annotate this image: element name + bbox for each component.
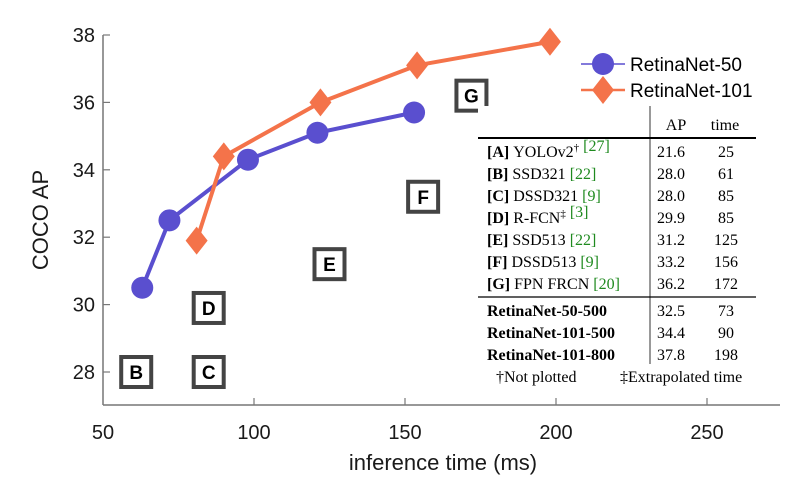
table-retinanet-method: RetinaNet-101-500 bbox=[487, 325, 615, 342]
legend-marker-circle bbox=[592, 53, 614, 75]
data-point-retinanet-101 bbox=[309, 88, 332, 117]
table-retinanet-time: 198 bbox=[714, 347, 738, 364]
method-box-b bbox=[119, 355, 154, 389]
method-box-label: C bbox=[202, 363, 216, 384]
table-row-method: [A] YOLOv2† [27] bbox=[487, 138, 610, 161]
comparison-table: AP time [A] YOLOv2† [27] 21.6 25 [B] SSD321 [… bbox=[478, 106, 778, 392]
table-row-ap: 31.2 bbox=[657, 232, 685, 249]
data-point-retinanet-101 bbox=[538, 27, 561, 56]
y-tick-label: 32 bbox=[73, 227, 95, 249]
table-row-ap: 28.0 bbox=[657, 188, 685, 205]
series-line-retinanet-50 bbox=[140, 110, 415, 289]
table-retinanet-ap: 37.8 bbox=[657, 347, 685, 364]
table-row-time: 85 bbox=[718, 188, 734, 205]
x-tick-label: 250 bbox=[690, 422, 723, 444]
table-row-time: 156 bbox=[714, 254, 738, 271]
legend-label: RetinaNet-101 bbox=[630, 81, 753, 102]
table-header-time: time bbox=[711, 117, 739, 134]
table-row-time: 61 bbox=[718, 166, 734, 183]
table-row-method: [C] DSSD321 [9] bbox=[487, 188, 601, 205]
legend: RetinaNet-50 RetinaNet-101 bbox=[581, 53, 753, 104]
table-footnote-not-plotted: †Not plotted bbox=[496, 369, 576, 386]
data-point-retinanet-101 bbox=[406, 51, 429, 80]
method-box-c bbox=[191, 355, 226, 389]
table-row-method: [B] SSD321 [22] bbox=[487, 166, 596, 183]
table-row-ap: 33.2 bbox=[657, 254, 685, 271]
method-box-label: F bbox=[417, 188, 429, 209]
table-row-ap: 36.2 bbox=[657, 276, 685, 293]
axes: 28 30 32 34 36 38 50 100 150 200 250 bbox=[73, 25, 780, 444]
y-tick-label: 38 bbox=[73, 25, 95, 47]
table-background bbox=[478, 106, 778, 392]
table-footnote-extrapolated: ‡Extrapolated time bbox=[620, 369, 742, 386]
y-tick-label: 28 bbox=[73, 362, 95, 384]
data-point-retinanet-50 bbox=[306, 121, 329, 144]
table-row-time: 172 bbox=[714, 276, 738, 293]
method-box-label: E bbox=[323, 255, 336, 276]
method-box-label: D bbox=[202, 299, 216, 320]
table-row-method: [F] DSSD513 [9] bbox=[487, 254, 599, 271]
table-retinanet-method: RetinaNet-50-500 bbox=[487, 303, 607, 320]
data-point-retinanet-50 bbox=[131, 276, 154, 299]
table-row-method: [D] R-FCN‡ [3] bbox=[487, 204, 589, 227]
method-box-f bbox=[406, 179, 441, 214]
x-tick-label: 150 bbox=[388, 422, 421, 444]
data-point-retinanet-50 bbox=[158, 209, 181, 232]
data-point-retinanet-50 bbox=[403, 101, 426, 124]
x-tick-label: 100 bbox=[237, 422, 270, 444]
data-point-retinanet-50 bbox=[236, 148, 259, 171]
table-row-method: [E] SSD513 [22] bbox=[487, 232, 596, 249]
x-tick-label: 50 bbox=[92, 422, 114, 444]
method-box-d bbox=[191, 290, 226, 325]
method-box-label: G bbox=[464, 87, 479, 108]
table-row-time: 85 bbox=[718, 210, 734, 227]
table-row-time: 25 bbox=[718, 144, 734, 161]
method-box-label: B bbox=[129, 363, 143, 384]
data-point-retinanet-101 bbox=[212, 142, 235, 171]
table-row-ap: 21.6 bbox=[657, 144, 685, 161]
table-row-ap: 28.0 bbox=[657, 166, 685, 183]
method-box-e bbox=[312, 247, 347, 282]
table-retinanet-method: RetinaNet-101-800 bbox=[487, 347, 615, 364]
table-row-ap: 29.9 bbox=[657, 210, 685, 227]
table-row-time: 125 bbox=[714, 232, 738, 249]
y-tick-label: 34 bbox=[73, 160, 95, 182]
table-header-ap: AP bbox=[666, 117, 687, 134]
x-tick-label: 200 bbox=[539, 422, 572, 444]
legend-marker-diamond bbox=[592, 76, 614, 104]
y-axis-title: COCO AP bbox=[28, 170, 53, 270]
table-retinanet-ap: 34.4 bbox=[657, 325, 685, 342]
table-retinanet-ap: 32.5 bbox=[657, 303, 685, 320]
x-axis-title: inference time (ms) bbox=[349, 450, 537, 475]
table-retinanet-time: 90 bbox=[718, 325, 734, 342]
legend-label: RetinaNet-50 bbox=[630, 55, 742, 76]
table-retinanet-time: 73 bbox=[718, 303, 734, 320]
y-tick-label: 30 bbox=[73, 295, 95, 317]
method-box-g bbox=[454, 78, 489, 113]
method-annotations: B C D E F G bbox=[119, 78, 489, 389]
table-row-method: [G] FPN FRCN [20] bbox=[487, 276, 620, 293]
data-point-retinanet-101 bbox=[185, 226, 208, 255]
y-tick-label: 36 bbox=[73, 92, 95, 114]
series-layer bbox=[131, 27, 561, 299]
